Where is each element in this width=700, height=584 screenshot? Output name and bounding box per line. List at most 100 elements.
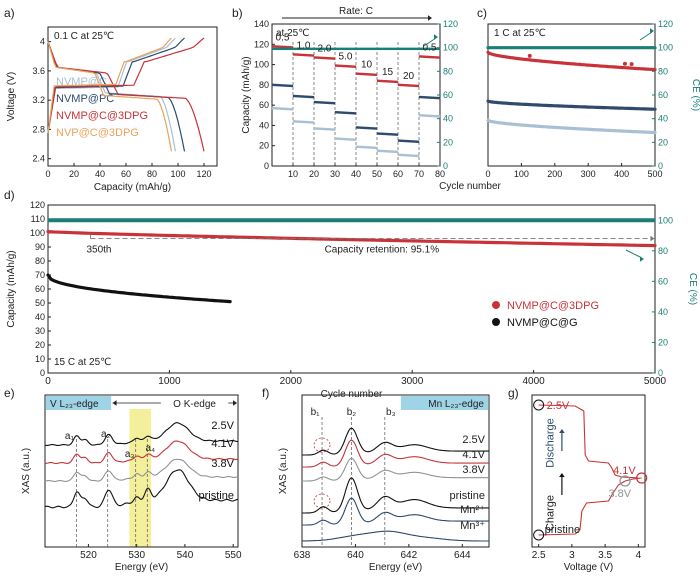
data-point — [414, 154, 418, 158]
data-point — [429, 114, 432, 118]
data-point — [299, 120, 302, 123]
x-tick-label: 644 — [454, 550, 471, 561]
data-point — [381, 132, 384, 135]
x-tick-label: 4000 — [522, 376, 545, 387]
data-point — [318, 47, 321, 51]
data-point — [364, 126, 367, 130]
state-label-4p1v: 4.1V — [613, 465, 636, 477]
data-point — [385, 150, 388, 153]
plot-frame — [47, 204, 656, 374]
x-axis-label: Voltage (V) — [564, 562, 613, 573]
data-point — [376, 47, 380, 51]
data-point — [282, 45, 285, 49]
data-point — [273, 45, 277, 48]
x-tick-label: 50 — [372, 169, 382, 179]
y2-tick-label: 80 — [658, 66, 668, 76]
data-point — [276, 83, 279, 87]
data-point — [437, 56, 441, 59]
data-point — [397, 47, 401, 51]
data-point — [391, 80, 394, 83]
data-point — [425, 55, 428, 59]
data-point — [280, 107, 283, 110]
panel-a: a) 0 20 40 60 80 100 120 2.4 2.8 3.2 3.6 4 Capacity (… — [4, 6, 218, 193]
y2-tick-label: 100 — [658, 43, 673, 53]
data-point — [347, 111, 350, 115]
data-point — [364, 47, 367, 51]
spectrum-2 — [302, 457, 489, 482]
rate-label: 15 — [382, 67, 394, 78]
data-point — [364, 146, 367, 149]
data-point — [374, 47, 378, 51]
rate-label: 0.5 — [423, 42, 437, 53]
data-point — [315, 101, 319, 104]
charge-curve-3 — [47, 37, 172, 134]
y-axis-label: Capacity (mAh/g) — [241, 56, 252, 133]
series-0 — [271, 45, 441, 88]
x-tick-label: 80 — [147, 169, 157, 179]
y2-tick-label: 20 — [658, 337, 668, 347]
data-point — [381, 47, 384, 51]
data-point — [423, 114, 426, 117]
data-point — [324, 47, 327, 51]
y-tick-label: 120 — [30, 200, 45, 210]
data-point — [433, 47, 436, 51]
data-point — [404, 154, 407, 157]
panel-label: g) — [508, 386, 519, 400]
data-point — [397, 153, 401, 157]
data-point — [320, 101, 323, 104]
data-point — [389, 47, 392, 51]
data-point — [399, 83, 403, 87]
data-point — [326, 47, 329, 51]
data-point — [408, 84, 411, 87]
data-point — [385, 80, 388, 83]
legend-entry-3: NVP@C@3DPG — [56, 127, 139, 139]
y-tick-label: 140 — [254, 19, 269, 29]
series-2 — [486, 118, 657, 135]
data-point — [349, 47, 352, 51]
peak-label: b₂ — [347, 407, 357, 418]
data-point — [355, 126, 359, 129]
plot-frame — [531, 394, 646, 548]
data-point — [425, 96, 428, 99]
data-point — [393, 80, 397, 83]
outlier-point — [629, 62, 634, 67]
rate-label: 0.5 — [276, 32, 290, 43]
data-point — [303, 53, 306, 57]
spectrum-label-1: 4.1V — [211, 438, 234, 450]
spectrum-label-1: 4.1V — [462, 449, 485, 461]
state-label-3p8v: 3.8V — [608, 488, 631, 500]
data-point — [370, 47, 373, 51]
data-point — [357, 72, 361, 76]
data-point — [360, 72, 363, 76]
data-point — [313, 47, 317, 51]
data-point — [374, 127, 378, 130]
data-point — [284, 84, 287, 87]
data-point — [414, 140, 418, 143]
peak-label: b₃ — [386, 407, 396, 418]
x-axis-label: Energy (eV) — [369, 562, 422, 573]
panel-g: g) 2.5 3 3.5 4 Voltage (V) 2.5V 4.1V 3.8V pristin… — [508, 386, 648, 573]
data-point — [343, 137, 346, 141]
y-tick-label: 3.2 — [32, 95, 45, 105]
data-point — [402, 139, 405, 143]
panel-label: f) — [262, 386, 269, 400]
data-point — [435, 96, 439, 100]
series-0 — [486, 50, 657, 72]
data-point — [336, 137, 340, 140]
data-point — [427, 114, 430, 117]
x-tick-label: 520 — [80, 550, 97, 561]
y2-tick-label: 0 — [443, 161, 448, 171]
data-point — [309, 47, 313, 51]
edge-label-o: O K-edge — [173, 399, 216, 410]
panel-label: e) — [4, 386, 15, 400]
data-point — [345, 64, 348, 68]
data-point — [383, 47, 386, 51]
spectrum-1 — [302, 439, 489, 468]
data-point — [353, 47, 357, 51]
y-tick-label: 60 — [259, 100, 269, 110]
data-point — [391, 133, 394, 136]
data-point — [330, 47, 334, 51]
y-tick-label: 0 — [40, 368, 45, 378]
data-point — [418, 55, 422, 58]
data-point — [297, 120, 300, 123]
